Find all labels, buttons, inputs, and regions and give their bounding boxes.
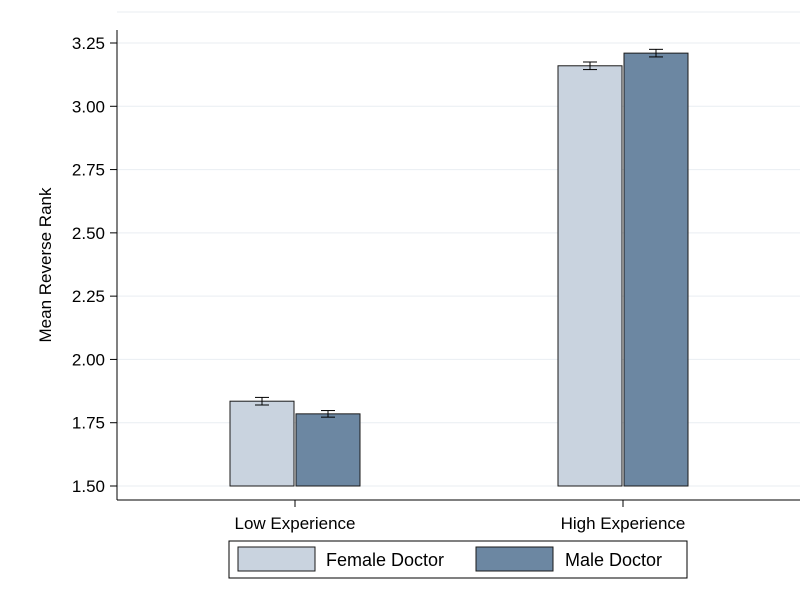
y-tick-label: 1.75 [72, 414, 105, 433]
y-tick-label: 3.25 [72, 34, 105, 53]
x-tick-label: Low Experience [235, 514, 356, 533]
error-bar [255, 396, 269, 406]
y-tick-label: 2.75 [72, 161, 105, 180]
bar-male-high [623, 52, 689, 487]
axes [116, 30, 800, 501]
y-tick-labels: 1.50 1.75 2.00 2.25 2.50 2.75 3.00 3.25 [72, 34, 117, 496]
legend: Female Doctor Male Doctor [228, 540, 688, 579]
error-bar [321, 410, 335, 418]
y-tick-label: 3.00 [72, 97, 105, 116]
x-tick-labels: Low Experience High Experience [235, 500, 686, 533]
bar-female-high [557, 65, 623, 487]
legend-swatch-female [237, 546, 316, 572]
bars [229, 52, 689, 487]
legend-label: Female Doctor [326, 550, 444, 570]
y-tick-label: 2.25 [72, 287, 105, 306]
legend-swatch-male [475, 546, 554, 572]
x-tick-label: High Experience [561, 514, 686, 533]
bar-male-low [295, 413, 361, 487]
y-tick-label: 1.50 [72, 477, 105, 496]
error-bar [649, 48, 663, 58]
y-axis-title: Mean Reverse Rank [36, 187, 55, 342]
y-tick-label: 2.00 [72, 350, 105, 369]
y-tick-label: 2.50 [72, 224, 105, 243]
error-bars [255, 48, 663, 418]
legend-label: Male Doctor [565, 550, 662, 570]
gridlines [117, 11, 800, 487]
bar-female-low [229, 400, 295, 487]
error-bar [583, 61, 597, 71]
